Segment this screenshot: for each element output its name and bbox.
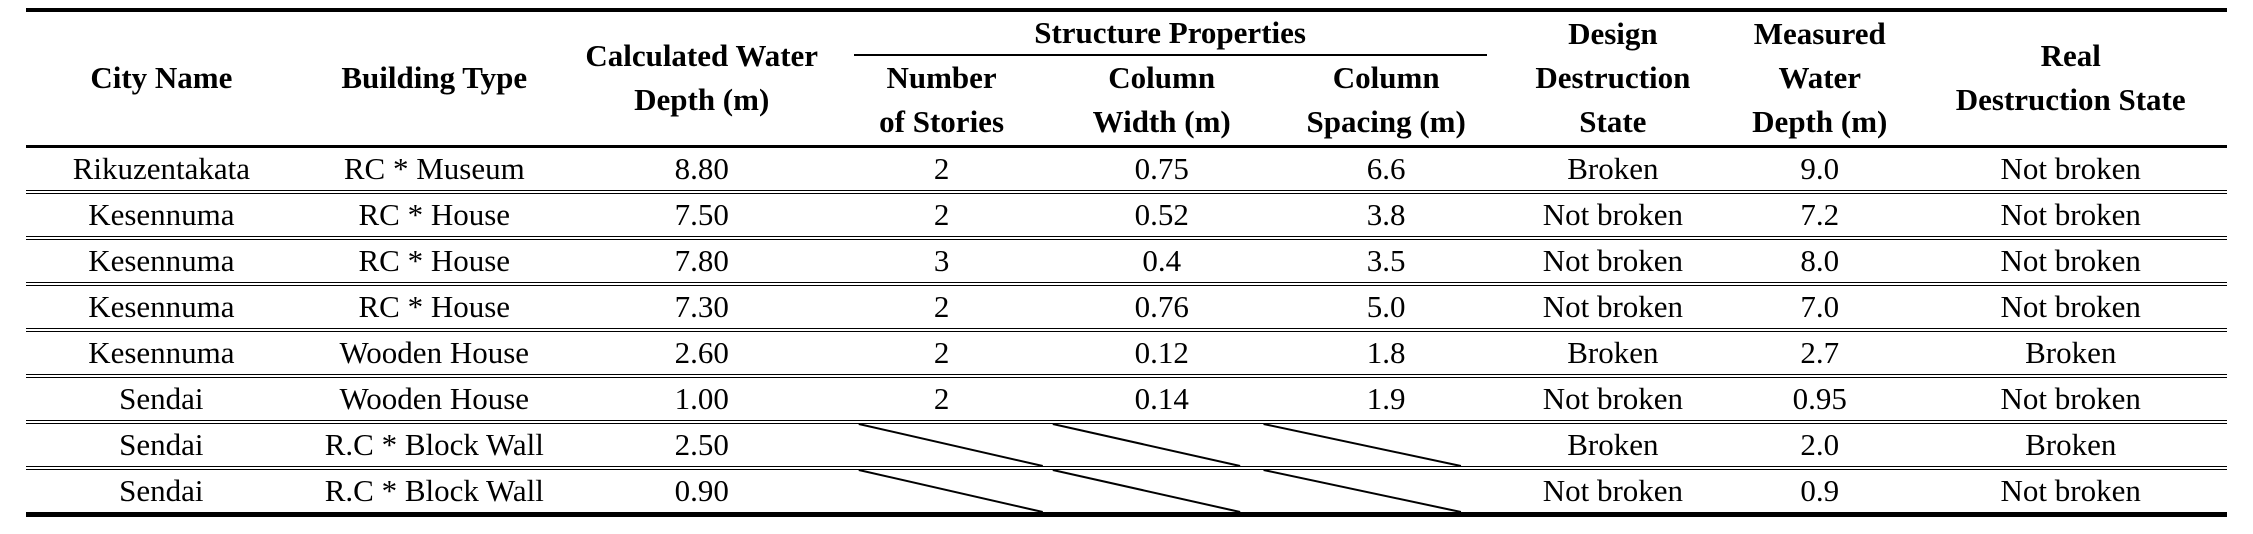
- cell-col-width: 0.4: [1142, 242, 1182, 278]
- cell-calc-depth: 1.00: [674, 380, 729, 416]
- cell-col-width: 0.76: [1134, 288, 1189, 324]
- cell-city: Rikuzentakata: [72, 150, 251, 186]
- table-row: Kesennuma Wooden House 2.60 2 0.12 1.8 B…: [26, 330, 2227, 376]
- cell-design-state: Broken: [1567, 150, 1659, 186]
- cell-building: R.C * Block Wall: [324, 426, 544, 462]
- cell-real-state: Not broken: [2000, 150, 2141, 186]
- cell-stories: 2: [933, 288, 950, 324]
- cell-city: Sendai: [119, 380, 204, 416]
- col-group-header-structure-properties: Structure Properties: [832, 10, 1501, 56]
- cell-measured-depth: 0.9: [1800, 472, 1840, 508]
- no-data-slash-icon: [832, 424, 1501, 466]
- cell-design-state: Not broken: [1542, 380, 1684, 416]
- cell-measured-depth: 0.95: [1792, 380, 1847, 416]
- cell-design-state: Not broken: [1542, 242, 1684, 278]
- cell-col-spacing: 5.0: [1366, 288, 1406, 324]
- cell-city: Kesennuma: [88, 196, 235, 232]
- tsunami-damage-table: City Name Building Type Calculated Water…: [26, 8, 2227, 517]
- col-header-number-of-stories: Number of Stories: [879, 60, 1005, 140]
- cell-city: Kesennuma: [88, 242, 235, 278]
- cell-measured-depth: 2.0: [1800, 426, 1840, 462]
- cell-building: RC * House: [358, 242, 511, 278]
- col-header-city-name: City Name: [26, 10, 297, 146]
- cell-measured-depth: 8.0: [1800, 242, 1840, 278]
- cell-real-state: Not broken: [2000, 196, 2141, 232]
- table-row: Kesennuma RC * House 7.50 2 0.52 3.8 Not…: [26, 192, 2227, 238]
- cell-stories: 2: [933, 150, 950, 186]
- table-body: Rikuzentakata RC * Museum 8.80 2 0.75 6.…: [26, 146, 2227, 514]
- cell-city: Kesennuma: [88, 334, 235, 370]
- table-row: Kesennuma RC * House 7.80 3 0.4 3.5 Not …: [26, 238, 2227, 284]
- col-header-building-type: Building Type: [297, 10, 572, 146]
- cell-design-state: Not broken: [1542, 196, 1684, 232]
- cell-real-state: Not broken: [2000, 472, 2141, 508]
- col-header-design-destruction-state: Design Destruction State: [1535, 16, 1691, 140]
- tsunami-damage-table-wrap: City Name Building Type Calculated Water…: [26, 8, 2227, 517]
- table-header: City Name Building Type Calculated Water…: [26, 10, 2227, 146]
- col-header-city-name-label: City Name: [90, 60, 233, 96]
- cell-col-width: 0.14: [1134, 380, 1189, 416]
- col-header-calculated-water-depth: Calculated Water Depth (m): [585, 38, 819, 118]
- cell-calc-depth: 7.50: [674, 196, 729, 232]
- cell-stories: 3: [933, 242, 950, 278]
- col-header-real-destruction-state: Real Destruction State: [1955, 38, 2186, 118]
- cell-col-width: 0.12: [1134, 334, 1189, 370]
- cell-design-state: Broken: [1567, 334, 1659, 370]
- cell-real-state: Not broken: [2000, 288, 2141, 324]
- cell-real-state: Broken: [2025, 334, 2117, 370]
- cell-measured-depth: 7.0: [1800, 288, 1840, 324]
- cell-col-spacing: 6.6: [1366, 150, 1406, 186]
- cell-design-state: Broken: [1567, 426, 1659, 462]
- cell-col-spacing: 1.8: [1366, 334, 1406, 370]
- cell-measured-depth: 2.7: [1800, 334, 1840, 370]
- table-row: Kesennuma RC * House 7.30 2 0.76 5.0 Not…: [26, 284, 2227, 330]
- cell-no-structure-data: [832, 468, 1501, 515]
- cell-calc-depth: 2.50: [674, 426, 729, 462]
- cell-measured-depth: 9.0: [1800, 150, 1840, 186]
- cell-measured-depth: 7.2: [1800, 196, 1840, 232]
- cell-stories: 2: [933, 196, 950, 232]
- table-row: Sendai R.C * Block Wall 0.90 Not broken: [26, 468, 2227, 515]
- cell-city: Kesennuma: [88, 288, 235, 324]
- cell-building: R.C * Block Wall: [324, 472, 544, 508]
- col-header-measured-water-depth: Measured Water Depth (m): [1752, 16, 1888, 140]
- cell-col-spacing: 3.8: [1366, 196, 1406, 232]
- cell-col-spacing: 3.5: [1366, 242, 1406, 278]
- cell-stories: 2: [933, 334, 950, 370]
- cell-stories: 2: [933, 380, 950, 416]
- cell-design-state: Not broken: [1542, 472, 1684, 508]
- cell-col-spacing: 1.9: [1366, 380, 1406, 416]
- no-data-slash-icon: [832, 470, 1501, 512]
- cell-calc-depth: 2.60: [674, 334, 729, 370]
- header-group-row: City Name Building Type Calculated Water…: [26, 10, 2227, 139]
- cell-building: Wooden House: [339, 380, 530, 416]
- cell-building: RC * Museum: [343, 150, 525, 186]
- col-header-column-spacing: Column Spacing (m): [1306, 60, 1466, 140]
- cell-real-state: Broken: [2025, 426, 2117, 462]
- col-header-column-width: Column Width (m): [1092, 60, 1231, 140]
- cell-calc-depth: 8.80: [674, 150, 729, 186]
- cell-real-state: Not broken: [2000, 242, 2141, 278]
- cell-calc-depth: 7.30: [674, 288, 729, 324]
- cell-real-state: Not broken: [2000, 380, 2141, 416]
- cell-col-width: 0.52: [1134, 196, 1189, 232]
- col-header-building-type-label: Building Type: [341, 60, 528, 96]
- cell-building: RC * House: [358, 196, 511, 232]
- table-row: Sendai Wooden House 1.00 2 0.14 1.9 Not …: [26, 376, 2227, 422]
- table-row: Rikuzentakata RC * Museum 8.80 2 0.75 6.…: [26, 146, 2227, 192]
- cell-building: RC * House: [358, 288, 511, 324]
- cell-design-state: Not broken: [1542, 288, 1684, 324]
- cell-calc-depth: 0.90: [674, 472, 729, 508]
- cell-city: Sendai: [119, 472, 204, 508]
- cell-building: Wooden House: [339, 334, 530, 370]
- structure-properties-label: Structure Properties: [853, 12, 1487, 56]
- cell-no-structure-data: [832, 422, 1501, 468]
- cell-calc-depth: 7.80: [674, 242, 729, 278]
- cell-city: Sendai: [119, 426, 204, 462]
- table-row: Sendai R.C * Block Wall 2.50 Broken: [26, 422, 2227, 468]
- header-sub-row: Number of Stories Column Width (m) Colum…: [26, 56, 2227, 146]
- cell-col-width: 0.75: [1134, 150, 1189, 186]
